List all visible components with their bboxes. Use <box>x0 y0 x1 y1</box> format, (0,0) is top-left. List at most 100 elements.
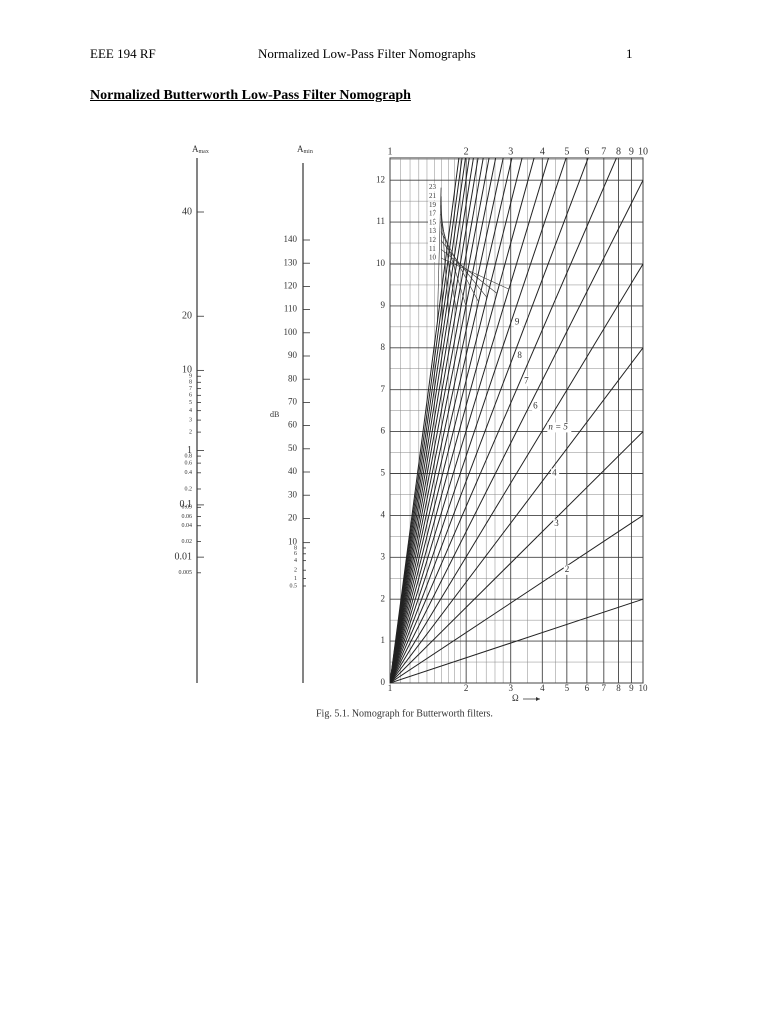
leader-line <box>437 187 442 323</box>
high-order-label: 17 <box>429 210 437 218</box>
amax-tick-label: 2 <box>189 429 192 435</box>
y-tick-label: 7 <box>381 384 386 394</box>
amin-tick-label: 2 <box>294 568 297 574</box>
order-label-bg <box>513 317 522 328</box>
order-label: 6 <box>533 401 538 411</box>
amin-tick-label: 6 <box>294 551 297 557</box>
amax-tick-label: 8 <box>189 380 192 386</box>
header-left: EEE 194 RF <box>90 46 156 61</box>
amax-tick-label: 0.06 <box>182 514 193 520</box>
x-tick-label-top: 6 <box>584 146 589 157</box>
y-tick-label: 2 <box>381 593 386 603</box>
amin-tick-label: 60 <box>288 420 298 430</box>
order-line <box>390 158 479 684</box>
amin-tick-label: 30 <box>288 489 298 499</box>
y-tick-label: 3 <box>381 551 386 561</box>
amin-tick-label: 8 <box>294 545 297 551</box>
x-tick-label-top: 7 <box>601 146 606 157</box>
order-label-bg <box>428 236 440 245</box>
high-order-label: 12 <box>429 236 437 244</box>
x-tick-label: 10 <box>639 683 649 693</box>
order-line <box>390 158 497 684</box>
amax-tick-label: 20 <box>182 311 192 322</box>
x-tick-label-top: 1 <box>388 146 393 157</box>
order-label-bg <box>428 218 440 227</box>
leader-line <box>440 213 457 311</box>
order-label-bg <box>563 564 572 575</box>
order-line <box>390 158 460 684</box>
order-line <box>390 347 644 684</box>
amin-tick-label: 40 <box>288 466 298 476</box>
y-tick-label: 12 <box>376 174 385 184</box>
amax-tick-label: 9 <box>189 374 192 380</box>
order-line <box>390 431 644 684</box>
high-order-label: 23 <box>429 183 437 191</box>
high-order-label: 15 <box>429 218 437 226</box>
x-tick-label-top: 4 <box>540 146 545 157</box>
high-order-label: 13 <box>429 227 437 235</box>
x-tick-label-top: 3 <box>508 146 513 157</box>
order-line <box>390 158 470 684</box>
amin-tick-label: 110 <box>284 304 298 314</box>
x-tick-label-top: 8 <box>616 146 621 157</box>
order-label-bg <box>428 192 440 201</box>
amin-tick-label: 1 <box>294 576 297 582</box>
amin-tick-label: 80 <box>288 373 298 383</box>
title: Normalized Butterworth Low-Pass Filter N… <box>90 88 411 103</box>
order-line <box>390 514 644 684</box>
amax-tick-label: 3 <box>189 417 192 423</box>
order-line <box>390 158 567 684</box>
order-line <box>390 179 644 684</box>
caption: Fig. 5.1. Nomograph for Butterworth filt… <box>316 708 493 719</box>
amax-tick-label: 0.01 <box>175 551 193 562</box>
x-label: Ω <box>512 693 519 703</box>
y-tick-label: 1 <box>381 635 386 645</box>
x-tick-label: 1 <box>388 683 393 693</box>
order-label-bg <box>428 245 440 254</box>
order-label-bg <box>547 422 572 433</box>
y-tick-label: 11 <box>376 216 385 226</box>
amax-tick-label: 0.8 <box>185 453 193 459</box>
amin-symbol: Amin <box>297 144 313 155</box>
amin-tick-label: 0.5 <box>290 583 298 589</box>
x-tick-label-top: 9 <box>629 146 634 157</box>
x-tick-label: 2 <box>464 683 469 693</box>
header-page: 1 <box>626 46 633 61</box>
order-line <box>390 158 463 684</box>
amax-tick-label: 5 <box>189 400 192 406</box>
y-tick-label: 10 <box>376 258 386 268</box>
x-tick-label: 6 <box>585 683 590 693</box>
x-tick-label: 8 <box>616 683 621 693</box>
order-lines <box>390 158 644 684</box>
x-tick-label: 4 <box>540 683 545 693</box>
amin-tick-label: 140 <box>284 234 298 244</box>
high-order-label: 10 <box>429 254 437 262</box>
amax-tick-label: 0.4 <box>185 470 193 476</box>
amin-tick-label: 130 <box>284 257 298 267</box>
amin-tick-label: 10 <box>288 537 298 547</box>
high-order-label: 19 <box>429 201 437 209</box>
y-tick-label: 8 <box>381 342 386 352</box>
order-line <box>390 158 513 684</box>
leader-line <box>440 222 467 306</box>
leader-line <box>440 205 449 315</box>
amax-tick-label: 0.6 <box>185 460 193 466</box>
order-label: 7 <box>524 375 529 385</box>
amax-tick-label: 0.1 <box>180 499 193 510</box>
amin-tick-label: 50 <box>288 443 298 453</box>
order-label-bg <box>551 468 560 479</box>
y-tick-label: 9 <box>381 300 386 310</box>
leader-line <box>440 248 498 294</box>
order-line <box>390 158 589 684</box>
x-tick-label: 9 <box>629 683 634 693</box>
order-label: 2 <box>565 564 570 574</box>
order-label-bg <box>428 254 440 262</box>
y-tick-label: 5 <box>381 468 386 478</box>
x-tick-label-top: 2 <box>464 146 469 157</box>
amin-tick-label: 70 <box>288 396 298 406</box>
order-label: n = 5 <box>548 421 568 431</box>
leader-line <box>440 196 443 319</box>
high-order-label: 21 <box>429 192 437 200</box>
amax-tick-label: 4 <box>189 408 192 414</box>
